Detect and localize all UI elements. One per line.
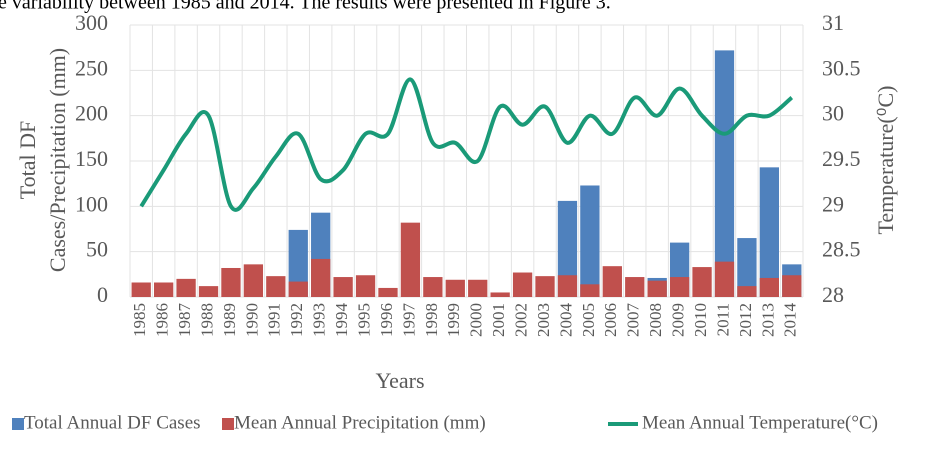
x-axis-label: Years: [375, 368, 424, 393]
x-tick-label: 2013: [758, 303, 777, 337]
bar: [221, 267, 241, 297]
line: [139, 77, 794, 212]
legend-swatch: [222, 418, 234, 430]
y2-tick-label: 29.5: [822, 146, 861, 171]
legend-swatch: [12, 418, 24, 430]
y2-tick-label: 28.5: [822, 237, 861, 262]
bar: [333, 277, 353, 297]
x-tick-label: 2006: [601, 303, 620, 337]
bar: [243, 264, 264, 297]
bar: [378, 287, 398, 297]
x-tick-label: 1988: [197, 303, 216, 337]
x-tick-label: 1989: [220, 303, 239, 337]
y-tick-label: 0: [97, 282, 108, 307]
x-tick-label: 2010: [691, 303, 710, 337]
x-tick-label: 2004: [556, 303, 575, 338]
bar: [580, 185, 600, 297]
y-tick-label: 300: [75, 10, 108, 35]
x-tick-label: 2011: [713, 303, 732, 336]
x-tick-label: 1997: [399, 303, 418, 338]
bar: [759, 277, 779, 297]
bar: [647, 280, 667, 297]
bar: [355, 275, 376, 297]
x-tick-label: 2009: [669, 303, 688, 337]
bar: [198, 286, 219, 297]
bar: [131, 282, 151, 297]
bar: [714, 50, 735, 298]
bar: [468, 279, 488, 297]
x-tick-label: 1995: [354, 303, 373, 337]
bar: [782, 275, 802, 297]
bar: [512, 272, 533, 297]
bar: [625, 277, 645, 297]
bar: [669, 277, 690, 297]
bar: [737, 286, 757, 297]
bar: [400, 222, 421, 297]
bar: [557, 275, 578, 297]
x-tick-label: 2003: [534, 303, 553, 337]
x-tick-label: 1994: [332, 303, 351, 338]
y-tick-label: 250: [75, 55, 108, 80]
bar: [692, 267, 712, 297]
x-tick-label: 1996: [377, 303, 396, 337]
bar: [445, 279, 465, 297]
y-axis-label: Total DF: [15, 121, 40, 200]
x-tick-label: 1999: [444, 303, 463, 337]
y2-tick-label: 31: [822, 10, 844, 35]
y2-tick-label: 29: [822, 191, 844, 216]
x-tick-label: 2008: [646, 303, 665, 337]
x-tick-label: 2005: [579, 303, 598, 337]
x-tick-label: 1998: [422, 303, 441, 337]
legend-label: Mean Annual Temperature(°C): [642, 412, 878, 433]
y2-tick-label: 30.5: [822, 55, 861, 80]
bar: [266, 276, 286, 297]
bar: [714, 261, 735, 297]
x-tick-label: 1991: [265, 303, 284, 337]
bar: [490, 292, 510, 297]
bar: [759, 167, 779, 297]
x-tick-label: 1990: [242, 303, 261, 337]
x-tick-label: 2007: [624, 303, 643, 338]
x-tick-label: 1985: [130, 303, 149, 337]
bar: [154, 282, 174, 297]
y-tick-label: 150: [75, 146, 108, 171]
y-axis-label: Cases/Precipitation (mm): [45, 48, 70, 272]
x-tick-label: 1986: [153, 303, 172, 337]
y-tick-label: 50: [86, 237, 108, 262]
y2-tick-label: 28: [822, 282, 844, 307]
bar: [737, 238, 757, 297]
x-tick-label: 2000: [467, 303, 486, 337]
bar: [176, 278, 196, 297]
x-tick-label: 2012: [736, 303, 755, 337]
bar: [580, 284, 600, 297]
x-tick-label: 1992: [287, 303, 306, 337]
y2-tick-label: 30: [822, 101, 844, 126]
bar: [602, 266, 622, 297]
x-tick-label: 1993: [310, 303, 329, 337]
bar: [288, 281, 308, 297]
y-tick-label: 200: [75, 101, 108, 126]
legend-label: Mean Annual Precipitation (mm): [234, 412, 486, 433]
bar: [311, 258, 331, 297]
x-tick-label: 2001: [489, 303, 508, 337]
header-text: e variability between 1985 and 2014. The…: [0, 0, 611, 14]
x-tick-label: 1987: [175, 303, 194, 338]
x-tick-label: 2002: [511, 303, 530, 337]
bar: [557, 200, 578, 297]
bar: [288, 229, 308, 297]
y-tick-label: 100: [75, 191, 108, 216]
x-tick-label: 2014: [781, 303, 800, 338]
bar: [423, 277, 443, 297]
y2-axis-label: Temperature(⁰C): [873, 86, 898, 235]
bar: [535, 276, 555, 297]
legend-label: Total Annual DF Cases: [24, 412, 201, 433]
